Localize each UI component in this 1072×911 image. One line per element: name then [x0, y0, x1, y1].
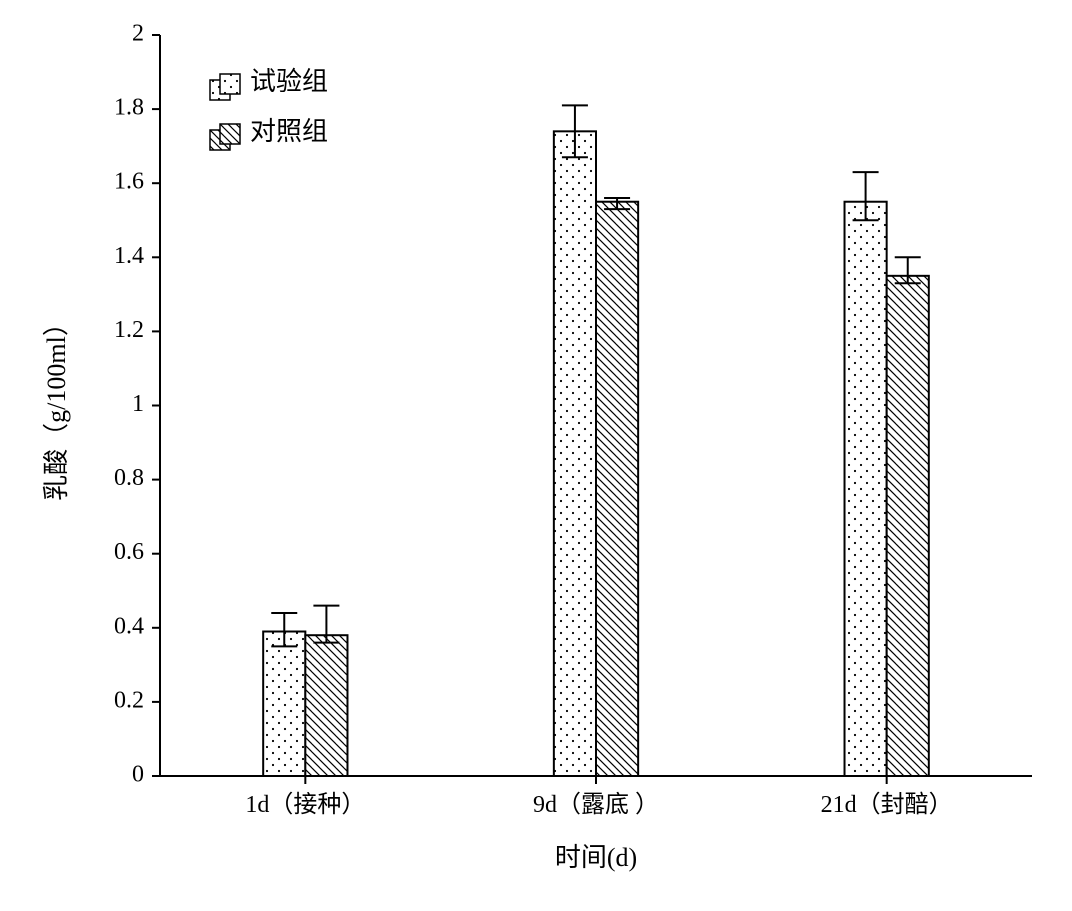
y-tick-label: 1.6: [114, 169, 144, 195]
bar: [554, 131, 596, 776]
y-tick-label: 1: [132, 391, 144, 417]
bar: [596, 202, 638, 776]
y-tick-label: 0.4: [114, 613, 144, 639]
bar-chart: 0 0.2 0.4 0.6 0.8 1 1.2 1.4 1.6 1.8 2 乳酸（g/100ml） 1d…: [0, 0, 1072, 911]
y-tick-label: 1.2: [114, 317, 144, 343]
y-tick-label: 0.2: [114, 687, 144, 713]
y-tick-label: 0.8: [114, 465, 144, 491]
x-tick-label: 1d（接种）: [245, 791, 365, 818]
legend-swatch: [220, 74, 240, 94]
legend-label: 对照组: [250, 117, 328, 146]
bar: [845, 202, 887, 776]
x-tick-label: 9d（露底 ）: [533, 791, 659, 818]
y-tick-label: 1.8: [114, 95, 144, 121]
legend-swatch: [220, 124, 240, 144]
y-tick-label: 0: [132, 762, 144, 788]
y-tick-label: 2: [132, 21, 144, 47]
y-axis-label: 乳酸（g/100ml）: [42, 310, 71, 501]
y-tick-label: 1.4: [114, 243, 144, 269]
bar: [305, 635, 347, 776]
bar: [263, 632, 305, 776]
y-tick-label: 0.6: [114, 539, 144, 565]
bar: [887, 276, 929, 776]
legend-label: 试验组: [250, 67, 328, 96]
x-tick-label: 21d（封醅）: [821, 791, 953, 818]
x-axis-label: 时间(d): [555, 843, 637, 872]
chart-container: 0 0.2 0.4 0.6 0.8 1 1.2 1.4 1.6 1.8 2 乳酸（g/100ml） 1d…: [0, 0, 1072, 911]
